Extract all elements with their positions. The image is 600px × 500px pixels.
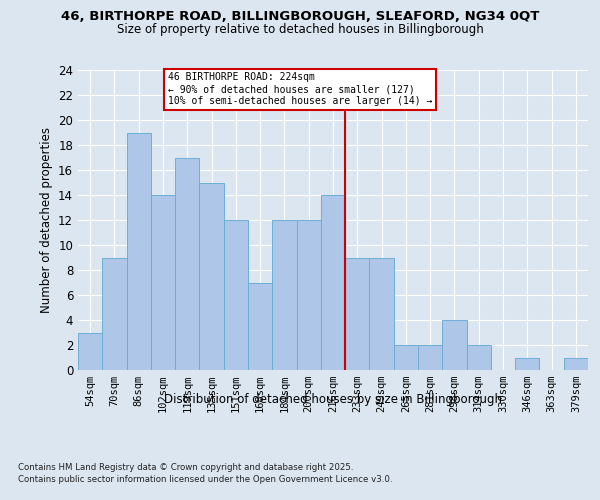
Text: Distribution of detached houses by size in Billingborough: Distribution of detached houses by size … — [164, 392, 502, 406]
Y-axis label: Number of detached properties: Number of detached properties — [40, 127, 53, 313]
Bar — [442, 320, 467, 370]
Bar — [321, 195, 345, 370]
Bar — [515, 358, 539, 370]
Text: 46 BIRTHORPE ROAD: 224sqm
← 90% of detached houses are smaller (127)
10% of semi: 46 BIRTHORPE ROAD: 224sqm ← 90% of detac… — [168, 72, 432, 106]
Bar — [418, 345, 442, 370]
Bar — [151, 195, 175, 370]
Bar — [345, 258, 370, 370]
Text: Contains public sector information licensed under the Open Government Licence v3: Contains public sector information licen… — [18, 475, 392, 484]
Bar — [102, 258, 127, 370]
Bar — [564, 358, 588, 370]
Text: Size of property relative to detached houses in Billingborough: Size of property relative to detached ho… — [116, 22, 484, 36]
Bar — [272, 220, 296, 370]
Bar — [248, 282, 272, 370]
Text: Contains HM Land Registry data © Crown copyright and database right 2025.: Contains HM Land Registry data © Crown c… — [18, 462, 353, 471]
Bar — [394, 345, 418, 370]
Bar — [296, 220, 321, 370]
Bar — [199, 182, 224, 370]
Bar — [175, 158, 199, 370]
Bar — [224, 220, 248, 370]
Bar — [467, 345, 491, 370]
Bar — [370, 258, 394, 370]
Bar — [127, 132, 151, 370]
Bar — [78, 332, 102, 370]
Text: 46, BIRTHORPE ROAD, BILLINGBOROUGH, SLEAFORD, NG34 0QT: 46, BIRTHORPE ROAD, BILLINGBOROUGH, SLEA… — [61, 10, 539, 23]
